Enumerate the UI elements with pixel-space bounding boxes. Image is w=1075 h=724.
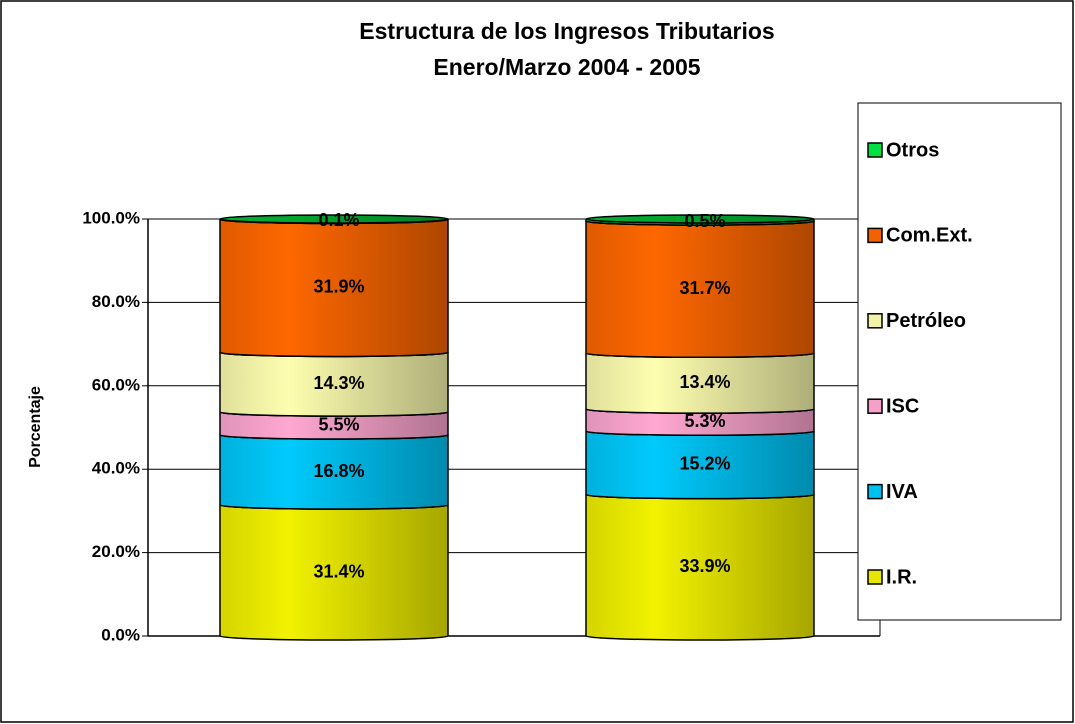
legend-label: Otros — [886, 139, 939, 161]
y-tick-label: 60.0% — [92, 375, 140, 394]
legend-label: Petróleo — [886, 310, 966, 332]
data-label: 16.8% — [313, 461, 364, 481]
data-label: 5.5% — [318, 414, 359, 434]
segment-top — [219, 214, 449, 224]
data-label: 5.3% — [684, 411, 725, 431]
y-axis-title: Porcentaje — [27, 386, 44, 468]
segment-top — [585, 214, 815, 224]
chart-subtitle: Enero/Marzo 2004 - 2005 — [433, 54, 700, 80]
legend-swatch — [867, 569, 883, 585]
y-tick-label: 20.0% — [92, 542, 140, 561]
data-label: 31.4% — [313, 561, 364, 581]
chart-title: Estructura de los Ingresos Tributarios — [359, 18, 774, 44]
legend-box — [857, 102, 1062, 621]
y-tick-label: 40.0% — [92, 459, 140, 478]
y-tick-label: 100.0% — [82, 208, 140, 227]
data-label: 14.3% — [313, 373, 364, 393]
data-label: 0.5% — [684, 211, 725, 231]
legend-swatch — [867, 313, 883, 329]
data-label: 0.1% — [318, 210, 359, 230]
data-label: 15.2% — [679, 454, 730, 474]
legend-swatch — [867, 398, 883, 414]
legend-swatch — [867, 142, 883, 158]
data-label: 13.4% — [679, 372, 730, 392]
legend-swatch — [867, 227, 883, 244]
y-tick-label: 0.0% — [101, 625, 140, 644]
legend-label: Com.Ext. — [886, 225, 973, 247]
legend-swatch — [867, 483, 883, 500]
data-label: 33.9% — [679, 556, 730, 576]
y-tick-label: 80.0% — [92, 292, 140, 311]
data-label: 31.7% — [679, 278, 730, 298]
data-label: 31.9% — [313, 277, 364, 297]
legend-label: I.R. — [886, 566, 917, 588]
legend-label: ISC — [886, 395, 919, 417]
legend-label: IVA — [886, 481, 918, 503]
